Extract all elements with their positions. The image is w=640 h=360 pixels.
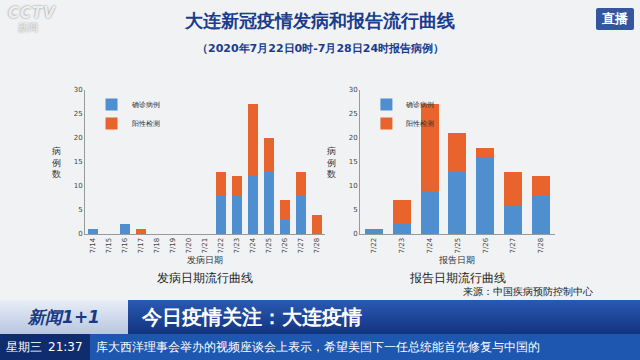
svg-text:7/19: 7/19	[169, 238, 177, 254]
svg-text:7/28: 7/28	[537, 238, 545, 254]
svg-text:5: 5	[78, 206, 82, 214]
html-text:新闻: 新闻	[18, 22, 38, 33]
svg-text:7/17: 7/17	[137, 238, 145, 254]
svg-text:7/27: 7/27	[297, 238, 305, 254]
svg-text:7/21: 7/21	[201, 238, 209, 254]
svg-text:30: 30	[349, 86, 358, 94]
svg-text:10: 10	[74, 182, 83, 190]
svg-text:7/22: 7/22	[217, 238, 225, 254]
svg-text:7/20: 7/20	[185, 238, 193, 254]
svg-text:确诊病例: 确诊病例	[131, 101, 160, 109]
svg-text:7/27: 7/27	[509, 238, 517, 254]
svg-text:7/22: 7/22	[370, 238, 378, 254]
html-text:星期三: 星期三	[6, 340, 42, 354]
html-text:CCTV: CCTV	[8, 4, 56, 22]
svg-text:20: 20	[74, 134, 83, 142]
svg-text:25: 25	[349, 110, 358, 118]
svg-text:25: 25	[74, 110, 83, 118]
svg-text:7/25: 7/25	[454, 238, 462, 254]
svg-text:7/24: 7/24	[249, 237, 257, 253]
svg-text:病例数: 病例数	[327, 146, 336, 179]
svg-text:0: 0	[353, 230, 357, 238]
svg-text:确诊病例: 确诊病例	[405, 101, 434, 109]
svg-text:7/28: 7/28	[313, 238, 321, 254]
html-text:库大西洋理事会举办的视频座谈会上表示，希望美国下一任总统能首: 库大西洋理事会举办的视频座谈会上表示，希望美国下一任总统能首先修复与中国的	[96, 340, 540, 354]
svg-text:30: 30	[74, 86, 83, 94]
svg-text:7/26: 7/26	[482, 237, 490, 253]
svg-text:阳性检测: 阳性检测	[132, 120, 160, 128]
svg-text:病例数: 病例数	[52, 146, 61, 179]
svg-text:7/24: 7/24	[426, 237, 434, 253]
html-text:今日疫情关注：大连疫情: 今日疫情关注：大连疫情	[142, 305, 362, 329]
svg-text:报告日期: 报告日期	[438, 255, 475, 265]
html-text:21:37: 21:37	[48, 340, 83, 354]
svg-text:7/23: 7/23	[233, 238, 241, 254]
svg-text:7/16: 7/16	[121, 237, 129, 253]
html-text:新闻1+1: 新闻1+1	[28, 307, 100, 327]
svg-text:0: 0	[78, 230, 82, 238]
svg-text:发病日期: 发病日期	[187, 255, 223, 265]
svg-text:15: 15	[349, 158, 358, 166]
svg-text:7/18: 7/18	[153, 238, 161, 254]
svg-text:阳性检测: 阳性检测	[406, 120, 434, 128]
svg-text:发病日期流行曲线: 发病日期流行曲线	[157, 271, 253, 285]
svg-text:来源：中国疾病预防控制中心: 来源：中国疾病预防控制中心	[463, 286, 593, 297]
svg-text:20: 20	[349, 134, 358, 142]
svg-text:15: 15	[74, 158, 83, 166]
svg-text:7/26: 7/26	[281, 237, 289, 253]
svg-text:5: 5	[353, 206, 357, 214]
svg-text:7/25: 7/25	[265, 238, 273, 254]
svg-text:10: 10	[349, 182, 358, 190]
svg-text:7/15: 7/15	[105, 238, 113, 254]
svg-text:报告日期流行曲线: 报告日期流行曲线	[409, 271, 506, 285]
svg-text:（2020年7月22日0时-7月28日24时报告病例）: （2020年7月22日0时-7月28日24时报告病例）	[197, 42, 444, 55]
svg-text:大连新冠疫情发病和报告流行曲线: 大连新冠疫情发病和报告流行曲线	[184, 10, 455, 31]
svg-text:7/14: 7/14	[89, 237, 97, 253]
svg-text:7/23: 7/23	[398, 238, 406, 254]
html-text:直播: 直播	[602, 11, 628, 26]
